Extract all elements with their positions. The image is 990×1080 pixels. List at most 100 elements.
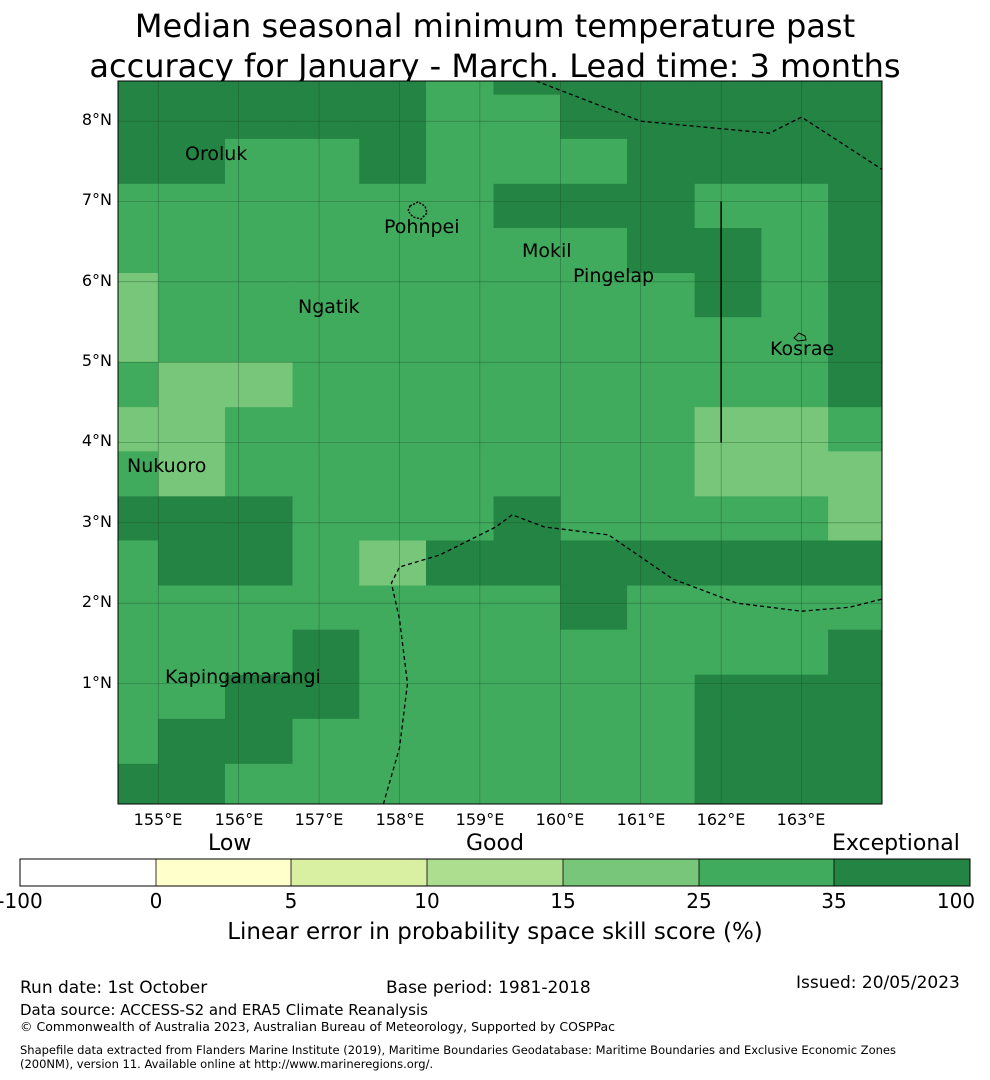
grid-cell bbox=[426, 763, 495, 805]
grid-cell bbox=[359, 585, 427, 631]
lon-tick-161e: 161°E bbox=[616, 810, 666, 829]
grid-cell bbox=[493, 674, 561, 720]
grid-cell bbox=[560, 496, 628, 542]
grid-cell bbox=[359, 183, 427, 229]
grid-cell bbox=[292, 272, 360, 318]
place-label-kapingamarangi: Kapingamarangi bbox=[165, 666, 321, 688]
colorbar-category-exceptional: Exceptional bbox=[832, 831, 960, 856]
lat-tick-4n: 4°N bbox=[81, 431, 112, 450]
grid-cell bbox=[694, 451, 762, 497]
lat-tick-6n: 6°N bbox=[81, 271, 112, 290]
grid-cell bbox=[828, 138, 883, 185]
grid-cell bbox=[560, 272, 628, 318]
grid-cell bbox=[224, 496, 294, 542]
grid-cell bbox=[158, 272, 226, 318]
grid-cell bbox=[560, 718, 628, 765]
grid-cell bbox=[627, 81, 696, 96]
grid-cell bbox=[828, 674, 883, 720]
grid-cell bbox=[158, 451, 226, 497]
grid-cell bbox=[694, 81, 762, 96]
grid-cell bbox=[158, 94, 226, 140]
grid-cell bbox=[292, 317, 360, 363]
grid-cell bbox=[694, 138, 762, 185]
title-line-1: Median seasonal minimum temperature past bbox=[134, 7, 856, 45]
grid-cell bbox=[694, 718, 762, 765]
grid-cell bbox=[694, 94, 762, 140]
grid-cell bbox=[828, 496, 883, 542]
grid-cell bbox=[224, 629, 294, 676]
grid-cell bbox=[224, 585, 294, 631]
lon-tick-163e: 163°E bbox=[776, 810, 826, 829]
data-source: Data source: ACCESS-S2 and ERA5 Climate … bbox=[20, 1001, 428, 1019]
colorbar-segment bbox=[699, 859, 834, 886]
grid-cell bbox=[118, 94, 159, 140]
grid-cell bbox=[493, 94, 561, 140]
grid-cell bbox=[158, 718, 226, 765]
grid-cell bbox=[493, 585, 561, 631]
grid-cell bbox=[292, 763, 360, 805]
grid-cell bbox=[118, 496, 159, 542]
grid-cell bbox=[761, 496, 829, 542]
map-title: Median seasonal minimum temperature past… bbox=[0, 6, 990, 86]
grid-cell bbox=[426, 272, 495, 318]
colorbar-tick-15: 15 bbox=[550, 889, 576, 913]
grid-cell bbox=[118, 183, 159, 229]
grid-cell bbox=[224, 674, 294, 720]
grid-cell bbox=[828, 540, 883, 586]
colorbar-frame bbox=[19, 858, 971, 887]
grid-cell bbox=[627, 585, 696, 631]
grid-cell bbox=[158, 540, 226, 586]
grid-cell bbox=[627, 138, 696, 185]
grid-cell bbox=[828, 362, 883, 408]
grid-cell bbox=[158, 585, 226, 631]
kosrae-island-outline bbox=[793, 332, 807, 342]
grid-cell bbox=[627, 362, 696, 408]
grid-cell bbox=[493, 451, 561, 497]
grid-cell bbox=[292, 674, 360, 720]
grid-cell bbox=[694, 496, 762, 542]
grid-cell bbox=[426, 183, 495, 229]
eez-boundary-line bbox=[382, 514, 883, 805]
colorbar-tick-35: 35 bbox=[821, 889, 847, 913]
grid-cell bbox=[118, 585, 159, 631]
grid-cell bbox=[627, 629, 696, 676]
grid-cell bbox=[426, 496, 495, 542]
grid-cell bbox=[426, 451, 495, 497]
lon-tick-155e: 155°E bbox=[133, 810, 183, 829]
grid-cell bbox=[292, 540, 360, 586]
grid-cell bbox=[761, 272, 829, 318]
grid-cell bbox=[118, 540, 159, 586]
grid-cell bbox=[493, 272, 561, 318]
grid-cell bbox=[493, 718, 561, 765]
grid-cell bbox=[560, 94, 628, 140]
grid-cell bbox=[426, 718, 495, 765]
grid-cell bbox=[694, 540, 762, 586]
grid-cell bbox=[158, 317, 226, 363]
grid-cell bbox=[158, 362, 226, 408]
grid-cell bbox=[627, 228, 696, 274]
grid-cell bbox=[292, 138, 360, 185]
grid-cell bbox=[118, 629, 159, 676]
grid-cell bbox=[224, 94, 294, 140]
grid-cell bbox=[292, 585, 360, 631]
lat-tick-8n: 8°N bbox=[81, 110, 112, 129]
grid-cell bbox=[627, 317, 696, 363]
colorbar-segment bbox=[834, 859, 970, 886]
colorbar-tick-100: 100 bbox=[936, 889, 976, 913]
place-label-pingelap: Pingelap bbox=[573, 265, 655, 287]
grid-cell bbox=[292, 407, 360, 452]
shapefile-credit-line-2: (200NM), version 11. Available online at… bbox=[20, 1057, 434, 1071]
grid-cell bbox=[359, 763, 427, 805]
pohnpei-island-outline bbox=[407, 201, 428, 220]
grid-cell bbox=[560, 763, 628, 805]
grid-cell bbox=[694, 629, 762, 676]
grid-cell bbox=[627, 183, 696, 229]
grid-cell bbox=[118, 362, 159, 408]
colorbar-segment bbox=[20, 859, 156, 886]
grid-cell bbox=[560, 317, 628, 363]
grid-cell bbox=[560, 138, 628, 185]
grid-cell bbox=[761, 94, 829, 140]
grid-cell bbox=[627, 272, 696, 318]
base-period: Base period: 1981-2018 bbox=[386, 978, 591, 998]
grid-cell bbox=[292, 451, 360, 497]
